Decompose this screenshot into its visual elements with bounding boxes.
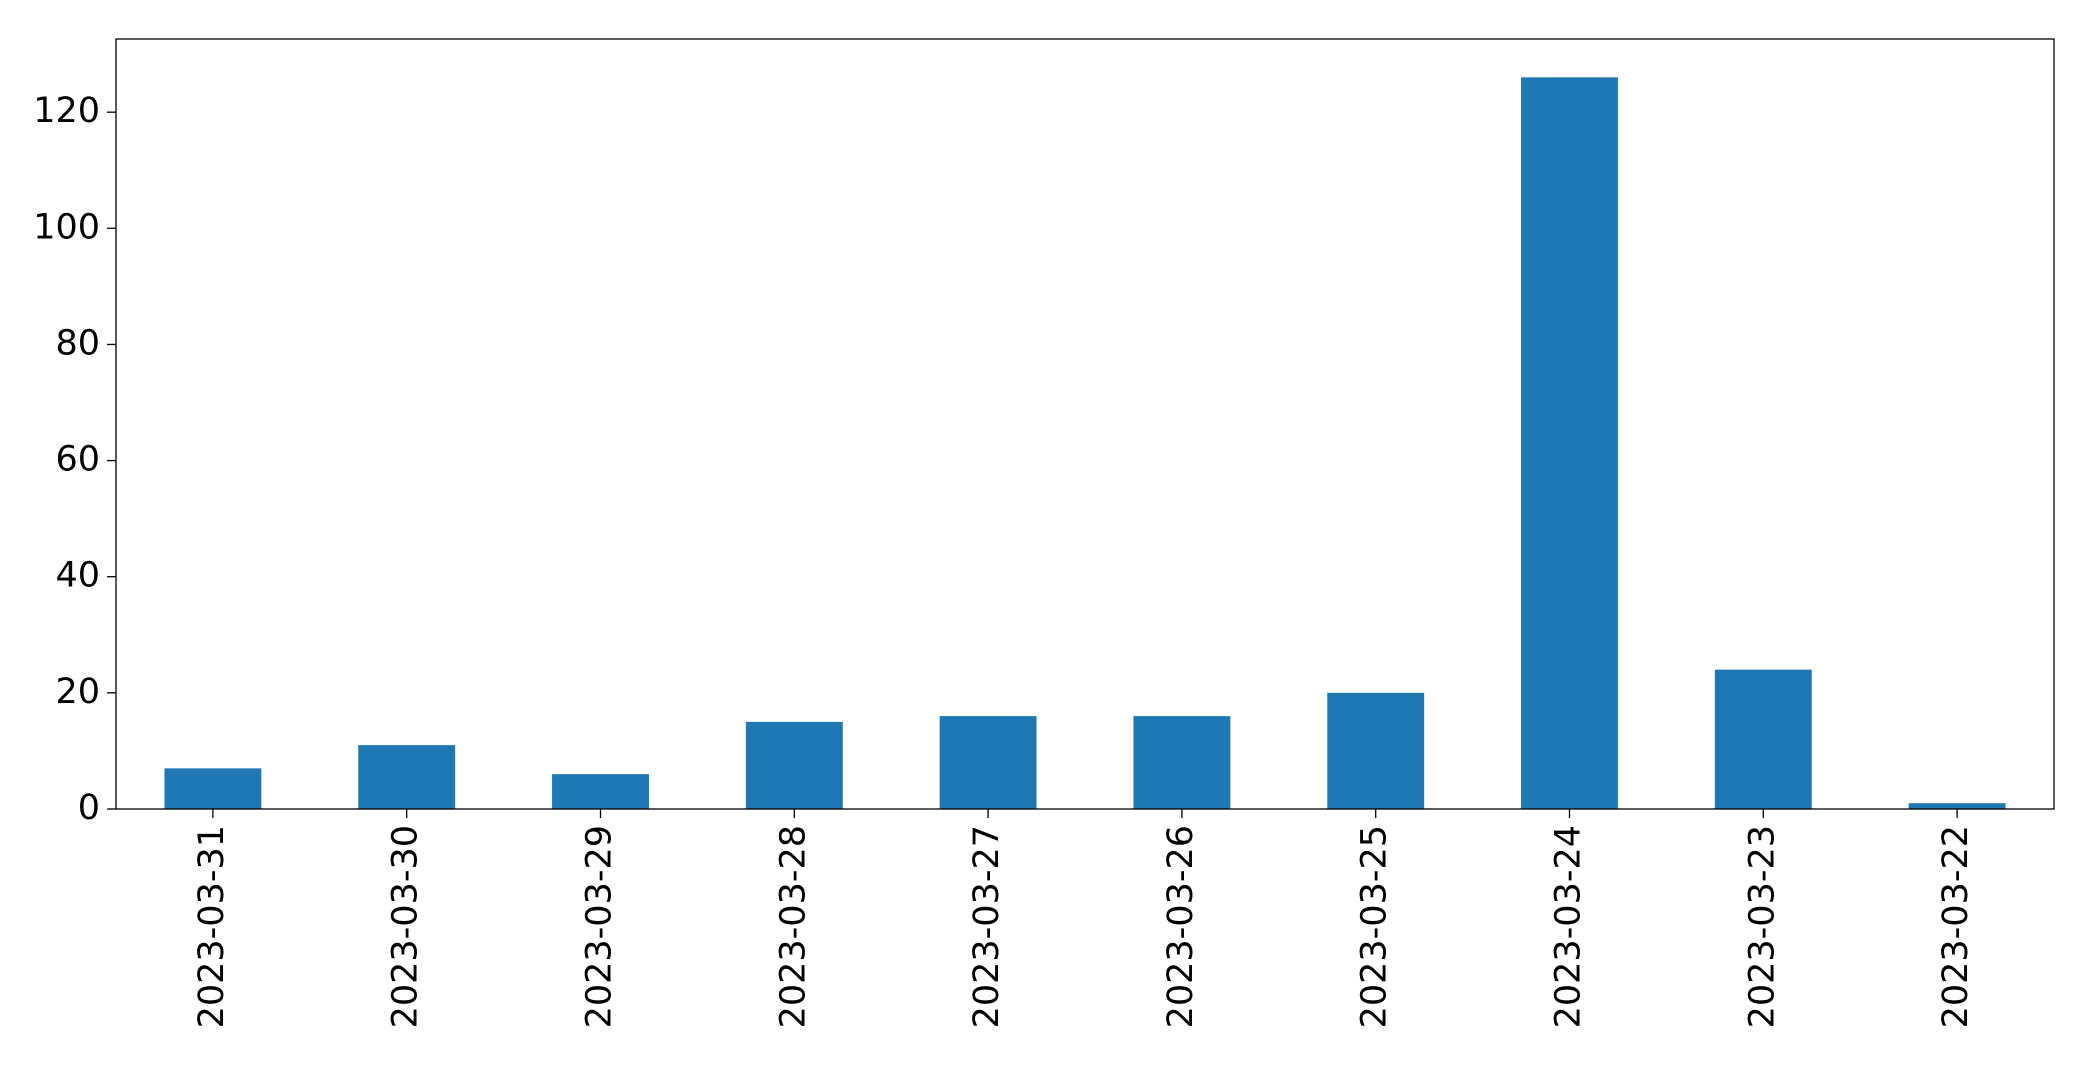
x-tick-label: 2023-03-22 bbox=[1936, 825, 1976, 1028]
bar bbox=[164, 768, 262, 809]
plot-frame bbox=[115, 38, 2055, 810]
y-tick-label: 80 bbox=[55, 323, 100, 363]
y-tick-label: 40 bbox=[55, 556, 100, 596]
y-tick-label: 20 bbox=[55, 672, 100, 712]
x-tick-label: 2023-03-30 bbox=[386, 825, 426, 1028]
bar bbox=[358, 745, 456, 809]
bar bbox=[1714, 669, 1812, 809]
bar bbox=[939, 716, 1037, 809]
y-tick-label: 0 bbox=[78, 788, 100, 828]
x-tick-label: 2023-03-29 bbox=[580, 825, 620, 1028]
x-tick-label: 2023-03-24 bbox=[1549, 825, 1589, 1028]
bar bbox=[745, 721, 843, 809]
x-tick-label: 2023-03-27 bbox=[967, 825, 1007, 1028]
bar bbox=[1908, 803, 2006, 809]
bar bbox=[1521, 77, 1618, 809]
x-tick-label: 2023-03-23 bbox=[1742, 825, 1782, 1028]
bar bbox=[1327, 692, 1425, 809]
y-tick-label: 100 bbox=[33, 207, 100, 247]
x-tick-label: 2023-03-25 bbox=[1355, 825, 1395, 1028]
y-tick-label: 60 bbox=[55, 440, 100, 480]
x-tick-label: 2023-03-28 bbox=[773, 825, 813, 1028]
bar bbox=[552, 774, 649, 809]
bar bbox=[1133, 716, 1231, 809]
x-tick-label: 2023-03-26 bbox=[1161, 825, 1201, 1028]
x-tick-label: 2023-03-31 bbox=[192, 825, 232, 1028]
y-tick-label: 120 bbox=[33, 91, 100, 131]
